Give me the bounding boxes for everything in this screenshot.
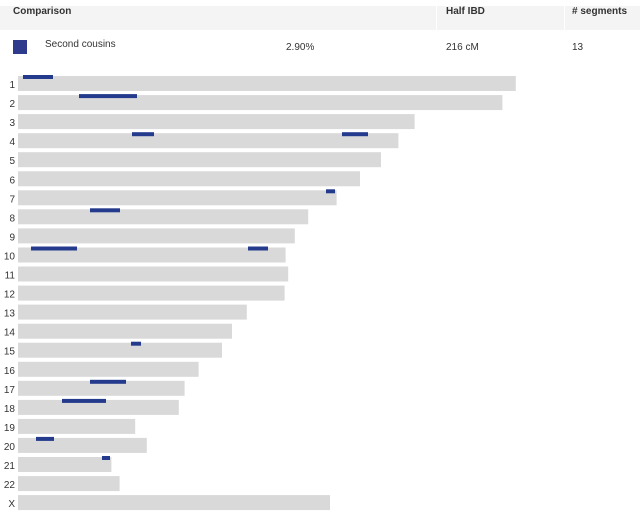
ibd-segment[interactable] [102,456,110,460]
chromosome-track[interactable] [18,133,399,149]
ibd-segment[interactable] [23,75,53,79]
chromosome-track[interactable] [18,247,286,263]
ibd-segment[interactable] [79,94,137,99]
ibd-segment[interactable] [90,379,126,384]
chromosome-track[interactable] [18,399,179,415]
chromosome-label: 15 [4,347,16,358]
chromosome-label: X [8,499,15,510]
chromosome-label: 11 [5,271,16,282]
chromosome-track[interactable] [18,209,309,225]
table-header [0,6,640,30]
half-ibd-value: 216 cM [446,42,479,53]
ibd-segment[interactable] [342,132,368,137]
chromosome-track[interactable] [18,114,415,130]
chromosome-track[interactable] [18,304,247,320]
chromosome-track[interactable] [18,152,381,168]
chromosome-label: 1 [9,80,15,91]
chromosome-row: 13 [4,304,247,320]
chromosome-label: 16 [4,366,16,377]
chromosome-label: 6 [9,175,15,186]
chromosome-track[interactable] [18,361,199,377]
chromosome-label: 14 [4,328,16,339]
chromosome-row: 12 [4,285,285,301]
percent-value: 2.90% [286,42,315,53]
chromosome-track[interactable] [18,476,120,492]
chromosome-label: 7 [9,194,15,205]
chromosome-label: 2 [9,99,15,110]
ibd-segment[interactable] [90,208,120,213]
chromosome-row: 8 [9,208,309,225]
column-header-half-ibd[interactable]: Half IBD [446,6,485,17]
chromosome-row: 22 [4,476,120,492]
chromosome-track[interactable] [18,418,136,434]
chromosome-track[interactable] [18,190,337,206]
ibd-segment[interactable] [62,398,106,403]
chromosome-row: 18 [4,398,179,415]
chromosome-label: 13 [4,309,16,320]
chromosome-row: 17 [4,379,185,396]
chromosome-row: 1 [9,75,516,91]
column-header-segments[interactable]: # segments [572,6,628,17]
chromosome-track[interactable] [18,285,285,301]
header-divider [436,6,437,30]
chromosome-row: 3 [9,114,415,130]
column-header-comparison[interactable]: Comparison [13,6,72,17]
chromosome-label: 21 [4,461,16,472]
chromosome-row: 5 [9,152,381,168]
ibd-segment[interactable] [248,246,268,251]
chromosome-row: 21 [4,456,112,472]
chromosome-label: 9 [9,232,15,243]
chromosome-track[interactable] [18,437,147,453]
chromosome-track[interactable] [18,76,516,91]
chromosome-row: X [8,495,330,511]
chromosome-label: 5 [9,156,15,167]
chromosome-row: 2 [9,94,503,111]
chromosome-track[interactable] [18,495,330,511]
chromosome-track[interactable] [18,171,360,187]
chromosome-label: 4 [9,137,15,148]
comparison-label: Second cousins [45,39,116,50]
header-divider [564,6,565,30]
chromosome-label: 19 [4,423,16,434]
ibd-segment[interactable] [132,132,154,137]
chromosome-track[interactable] [18,228,295,244]
chromosome-track[interactable] [18,266,289,282]
chromosome-track[interactable] [18,95,503,111]
chromosome-row: 14 [4,323,232,339]
segments-count: 13 [572,42,584,53]
chromosome-row: 7 [9,189,337,206]
ibd-segment[interactable] [131,341,141,346]
chromosome-track[interactable] [18,457,112,472]
chromosome-label: 8 [9,213,15,224]
chromosome-label: 18 [4,404,16,415]
chromosome-row: 15 [4,341,222,358]
chromosome-track[interactable] [18,323,232,339]
chromosome-row: 19 [4,418,136,434]
chromosome-row: 9 [9,228,295,244]
chromosome-label: 20 [4,442,16,453]
chromosome-label: 22 [4,480,16,491]
chromosome-label: 3 [9,118,15,129]
chromosome-track[interactable] [18,380,185,396]
chromosome-row: 10 [4,246,286,263]
ibd-segment[interactable] [326,189,335,194]
chromosome-row: 4 [9,132,399,149]
chromosome-label: 10 [4,252,16,263]
ibd-segment[interactable] [31,246,77,251]
chromosome-label: 17 [4,385,16,396]
chromosome-row: 16 [4,361,199,377]
chromosome-row: 20 [4,436,147,453]
chromosome-row: 6 [9,171,360,187]
chromosome-row: 11 [5,266,289,282]
chromosome-label: 12 [4,290,16,301]
ibd-segment[interactable] [36,436,54,441]
chromosome-track[interactable] [18,342,222,358]
legend-swatch [13,40,27,54]
